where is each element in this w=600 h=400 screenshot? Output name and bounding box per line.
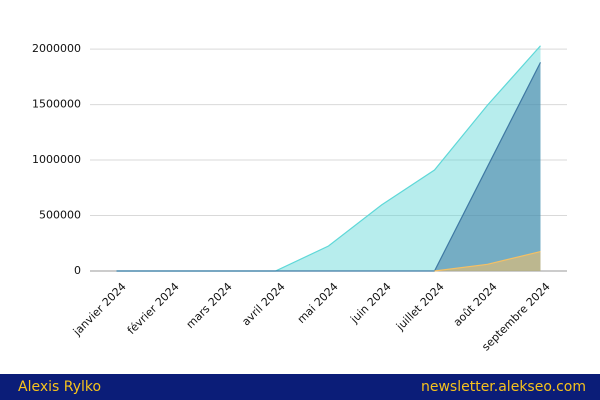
area-fill <box>434 251 541 271</box>
y-tick-label: 500000 <box>39 209 81 222</box>
x-tick-label: juin 2024 <box>347 280 393 326</box>
x-tick-label: mars 2024 <box>184 280 235 331</box>
chart: 0 500000 1000000 1500000 2000000 janvier 2024… <box>32 42 567 353</box>
x-tick-label: janvier 2024 <box>70 280 129 339</box>
x-tick-label: juillet 2024 <box>393 280 447 334</box>
x-tick-label: août 2024 <box>451 280 500 329</box>
footer: Alexis Rylko newsletter.alekseo.com <box>0 374 600 400</box>
site: newsletter.alekseo.com <box>420 379 586 395</box>
y-tick-label: 0 <box>74 264 81 277</box>
x-tick-label: février 2024 <box>125 280 182 337</box>
y-tick-label: 1500000 <box>32 98 81 111</box>
x-tick-label: avril 2024 <box>239 280 287 328</box>
y-tick-label: 1000000 <box>32 153 81 166</box>
x-tick-label: mai 2024 <box>295 280 341 326</box>
area-line <box>434 250 541 272</box>
y-tick-label: 2000000 <box>32 42 81 55</box>
area-fill <box>116 62 541 272</box>
area-line <box>116 62 542 272</box>
area-fill <box>116 45 541 272</box>
author: Alexis Rylko <box>18 379 102 395</box>
